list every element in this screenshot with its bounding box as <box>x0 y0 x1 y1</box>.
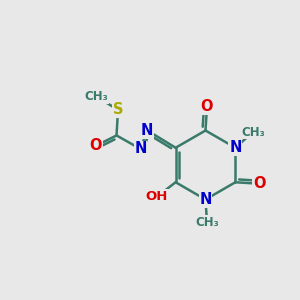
Text: O: O <box>253 176 266 191</box>
Text: N: N <box>141 123 153 138</box>
Text: O: O <box>201 99 213 114</box>
Text: N: N <box>229 140 242 155</box>
Text: N: N <box>134 141 147 156</box>
Text: CH₃: CH₃ <box>195 215 219 229</box>
Text: CH₃: CH₃ <box>85 90 108 103</box>
Text: S: S <box>113 102 123 117</box>
Text: N: N <box>199 192 212 207</box>
Text: CH₃: CH₃ <box>241 126 265 139</box>
Text: O: O <box>89 138 102 153</box>
Text: OH: OH <box>146 190 168 203</box>
